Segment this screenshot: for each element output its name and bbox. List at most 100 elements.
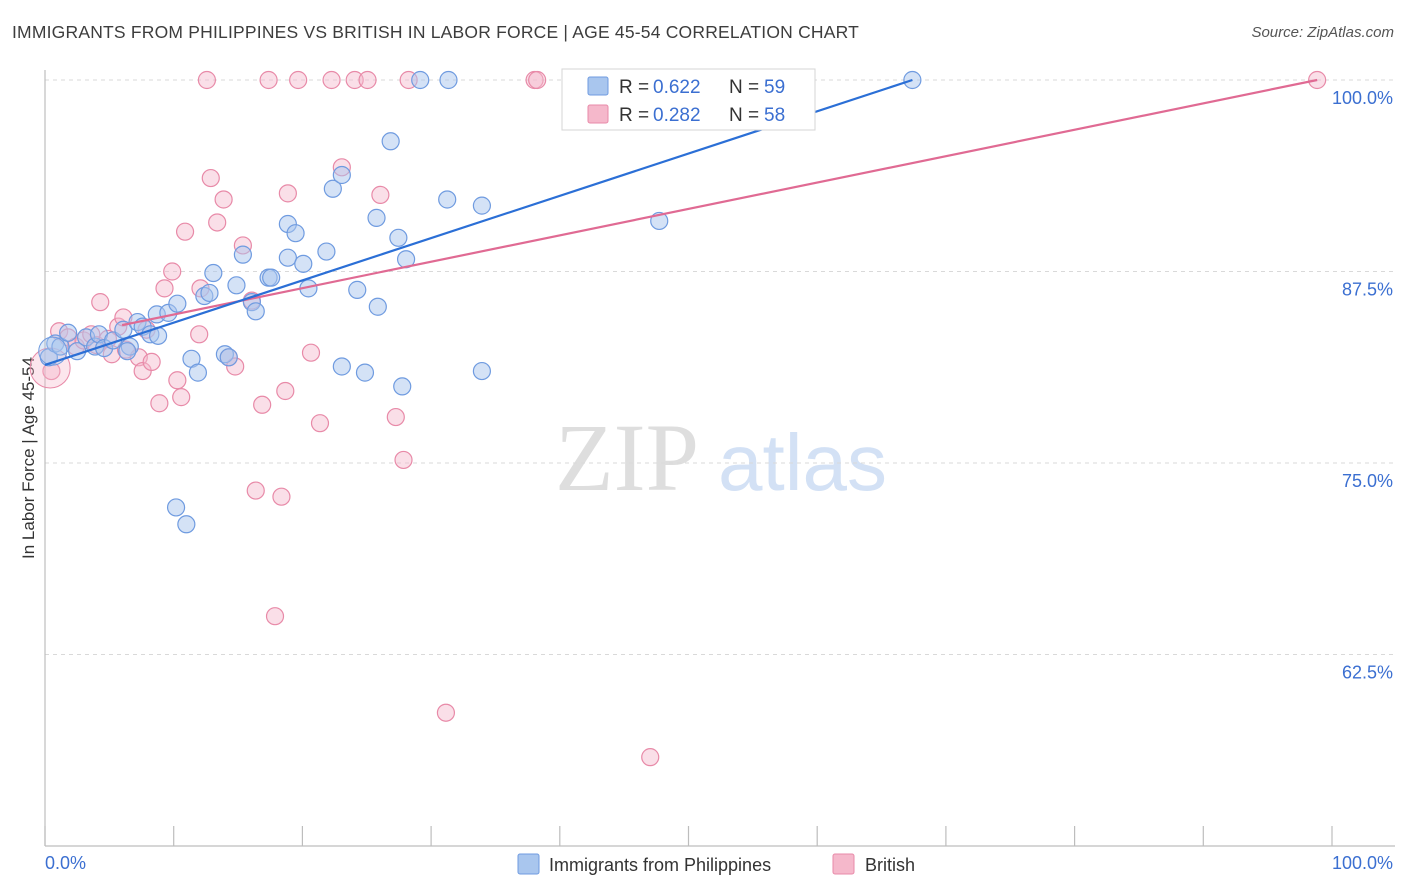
philippines-point xyxy=(286,224,305,243)
philippines-point xyxy=(411,70,430,90)
philippines-point xyxy=(368,297,387,316)
british-point xyxy=(253,395,272,414)
british-point xyxy=(358,70,377,90)
british-point xyxy=(310,414,330,433)
y-tick-label: 100.0% xyxy=(1332,88,1393,108)
philippines-point xyxy=(246,302,265,321)
series-legend: Immigrants from Philippines British xyxy=(517,853,915,875)
british-point xyxy=(91,293,110,312)
british-point xyxy=(322,70,341,90)
y-tick-labels: 100.0% 87.5% 75.0% 62.5% xyxy=(1332,88,1393,683)
british-point xyxy=(301,343,321,362)
bottom-legend-label-philippines: Immigrants from Philippines xyxy=(549,855,771,875)
philippines-point xyxy=(367,208,386,227)
british-point xyxy=(394,450,413,470)
british-point xyxy=(142,352,161,371)
legend-swatch-philippines xyxy=(587,76,609,96)
philippines-point xyxy=(438,190,457,209)
watermark-atlas: atlas xyxy=(718,418,887,507)
british-point xyxy=(345,70,364,90)
x-tick-label-min: 0.0% xyxy=(45,853,86,873)
philippines-point xyxy=(168,294,187,313)
british-point xyxy=(436,703,456,722)
philippines-point xyxy=(393,377,412,396)
x-tick-labels: 0.0% 100.0% xyxy=(45,853,1393,873)
british-point xyxy=(168,371,187,390)
legend-n-label-british: N = xyxy=(729,105,759,126)
british-point xyxy=(155,279,174,298)
british-point xyxy=(208,213,227,232)
british-point xyxy=(276,381,295,401)
legend-r-label-british: R = xyxy=(619,105,649,126)
british-point xyxy=(246,481,265,500)
philippines-point xyxy=(472,361,491,381)
y-tick-label: 87.5% xyxy=(1342,280,1393,300)
legend-swatch-british xyxy=(587,104,609,124)
philippines-point xyxy=(204,263,223,283)
philippines-point xyxy=(118,342,137,361)
philippines-point xyxy=(219,348,238,367)
british-trend-line xyxy=(121,78,1318,327)
british-point xyxy=(528,70,547,90)
british-point xyxy=(278,184,297,203)
legend-r-value-british: 0.282 xyxy=(653,105,701,126)
philippines-point xyxy=(317,242,336,261)
philippines-point xyxy=(177,515,196,534)
british-point xyxy=(289,70,308,90)
x-tick-label-max: 100.0% xyxy=(1332,853,1393,873)
grid-lines xyxy=(45,79,1395,655)
british-point xyxy=(371,185,390,204)
philippines-point xyxy=(278,248,297,267)
y-tick-label: 75.0% xyxy=(1342,471,1393,491)
british-point xyxy=(641,748,660,767)
philippines-point xyxy=(439,70,458,90)
philippines-point xyxy=(227,276,246,295)
british-point xyxy=(201,168,220,188)
british-point xyxy=(175,222,195,241)
british-point xyxy=(172,388,191,407)
legend-n-label-philippines: N = xyxy=(729,77,759,98)
bottom-legend-swatch-philippines xyxy=(517,853,540,875)
y-axis-label: In Labor Force | Age 45-54 xyxy=(19,357,38,559)
legend-r-label-philippines: R = xyxy=(619,77,649,98)
philippines-point xyxy=(188,363,208,382)
source-credit: Source: ZipAtlas.com xyxy=(1251,24,1394,41)
philippines-point xyxy=(166,498,186,517)
y-tick-label: 62.5% xyxy=(1342,663,1393,683)
british-point xyxy=(150,394,169,413)
philippines-point xyxy=(381,132,400,151)
philippines-point-cluster xyxy=(38,336,68,366)
bottom-legend-label-british: British xyxy=(865,855,915,875)
philippines-point xyxy=(59,323,78,342)
british-point xyxy=(259,70,278,90)
philippines-point xyxy=(472,196,491,215)
correlation-legend: R = 0.622 N = 59 R = 0.282 N = 58 xyxy=(561,68,816,131)
british-point xyxy=(386,407,405,427)
british-point xyxy=(197,70,217,90)
philippines-point xyxy=(332,165,351,185)
philippines-point xyxy=(294,254,313,273)
philippines-point xyxy=(348,280,367,299)
legend-n-value-british: 58 xyxy=(764,105,785,126)
british-point xyxy=(272,487,291,506)
watermark-zip: ZIP xyxy=(555,404,699,511)
legend-r-value-philippines: 0.622 xyxy=(653,77,701,98)
british-point xyxy=(163,262,182,281)
philippines-point xyxy=(355,363,375,382)
bottom-legend-swatch-british xyxy=(832,853,855,875)
philippines-points xyxy=(38,70,922,534)
philippines-point xyxy=(323,179,342,198)
philippines-point xyxy=(51,337,70,356)
chart-title: IMMIGRANTS FROM PHILIPPINES VS BRITISH I… xyxy=(12,22,860,42)
legend-n-value-philippines: 59 xyxy=(764,77,785,98)
philippines-point xyxy=(332,357,351,376)
philippines-point xyxy=(200,283,219,303)
philippines-point xyxy=(233,245,252,264)
british-point xyxy=(265,607,285,626)
philippines-point xyxy=(389,228,408,247)
watermark: ZIP atlas xyxy=(555,404,887,511)
philippines-point xyxy=(262,268,281,287)
british-point xyxy=(190,325,209,344)
british-point xyxy=(214,190,233,209)
